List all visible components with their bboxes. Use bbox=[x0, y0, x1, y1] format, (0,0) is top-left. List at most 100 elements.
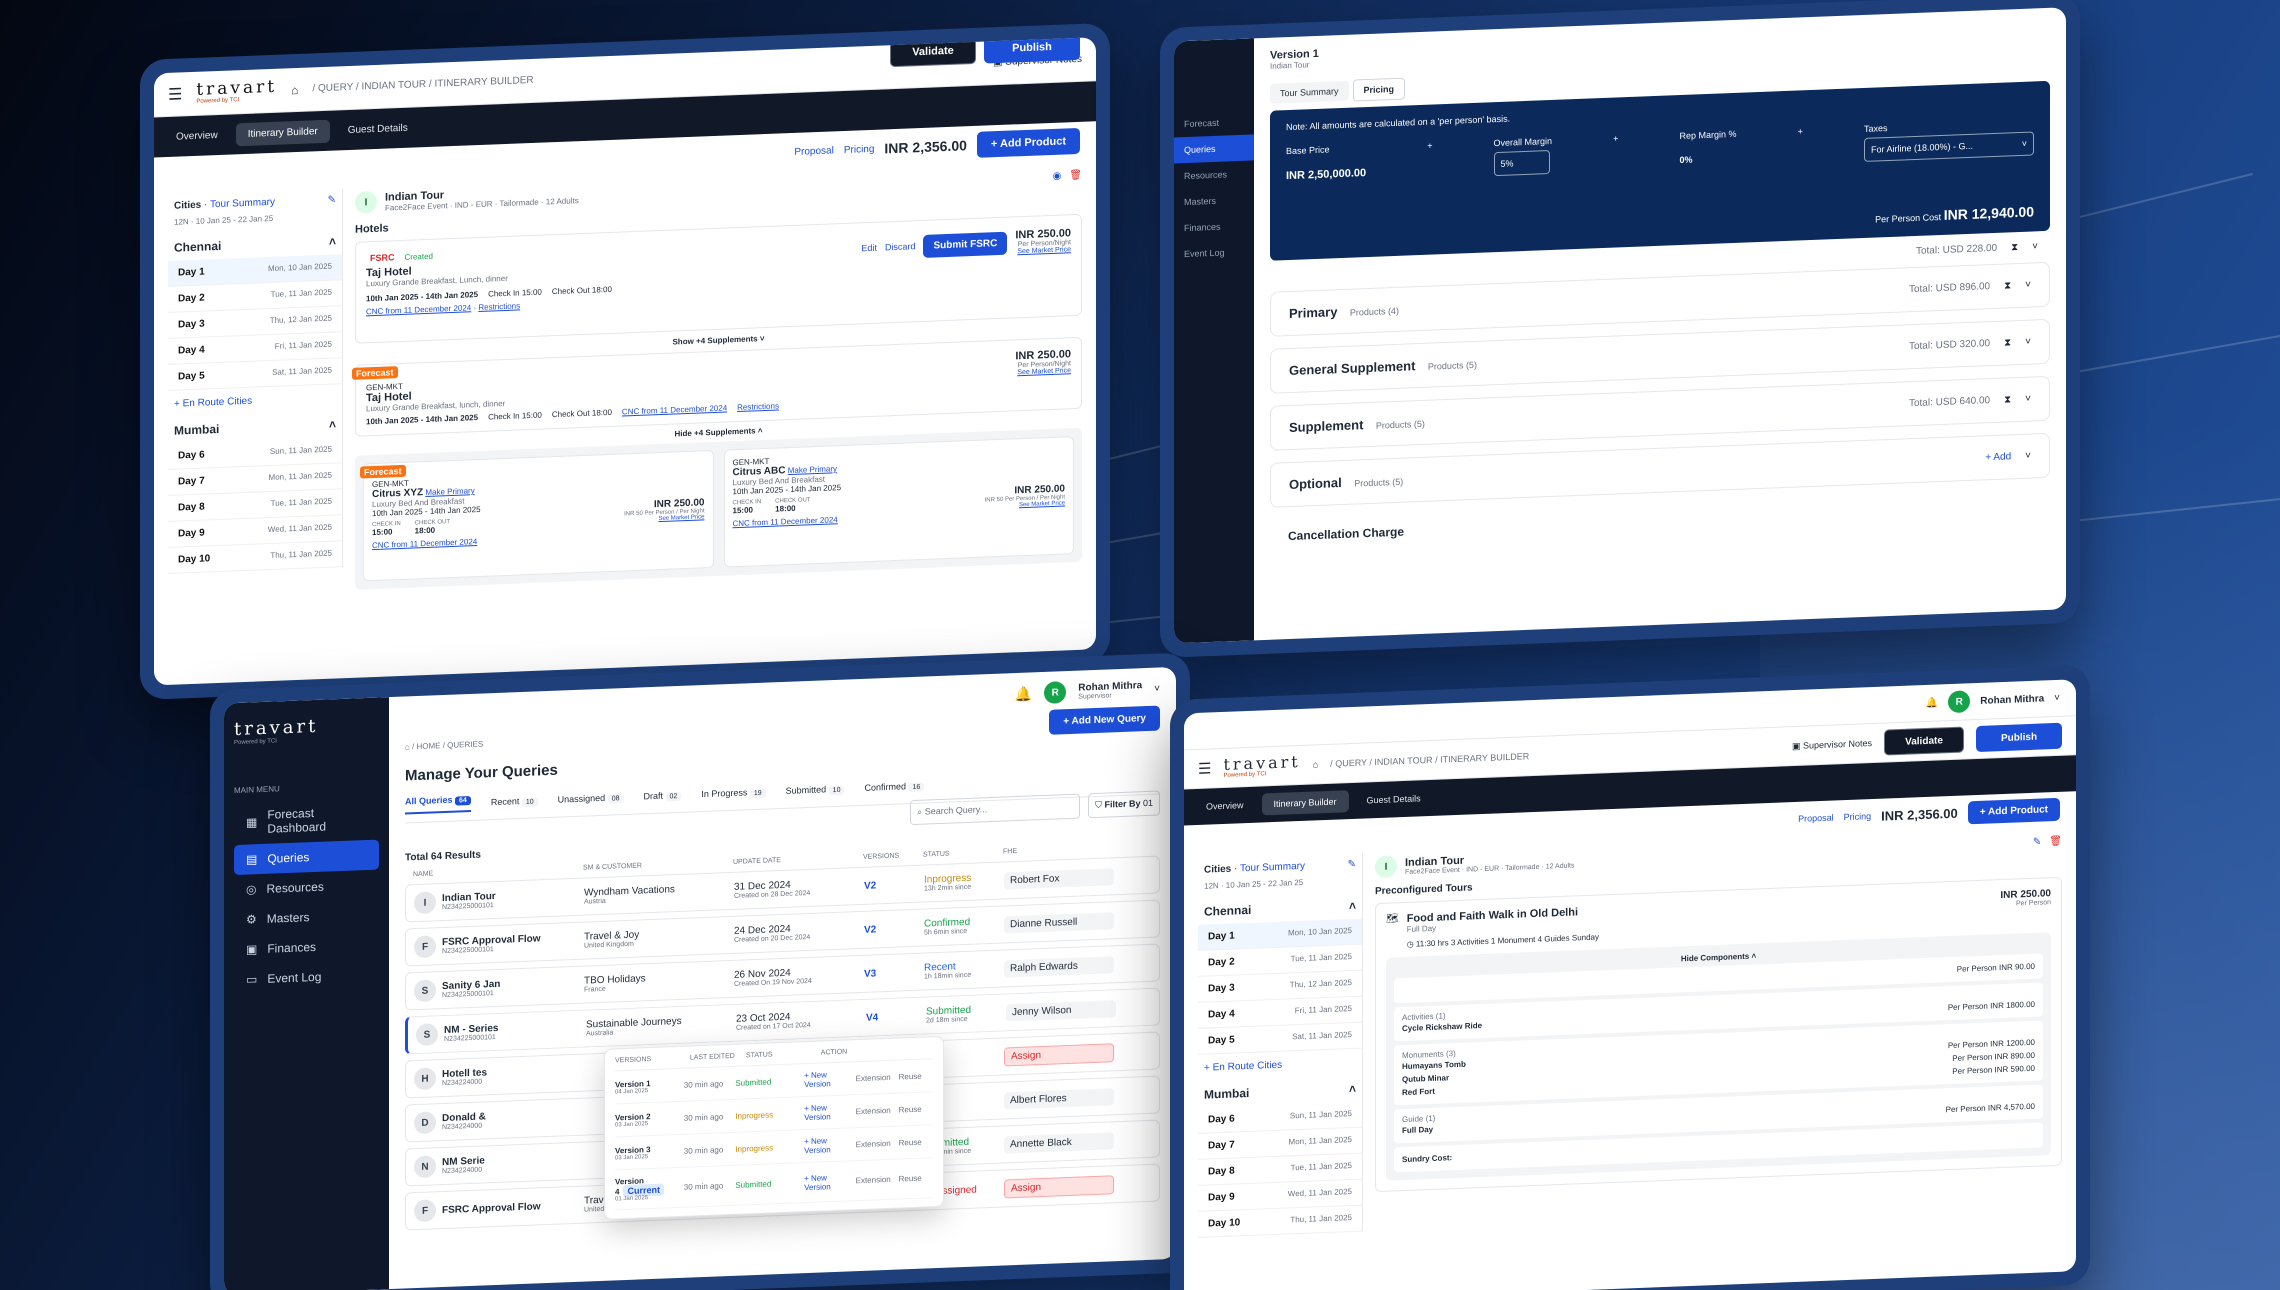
tab-draft[interactable]: Draft 02 bbox=[644, 790, 682, 802]
new-version-button[interactable]: + New Version bbox=[804, 1172, 831, 1192]
reuse-button[interactable]: Reuse bbox=[898, 1071, 922, 1082]
sidebar-item[interactable]: Masters bbox=[1184, 195, 1217, 208]
tab-tour-summary[interactable]: Tour Summary bbox=[1270, 80, 1349, 104]
tab-guest-details[interactable]: Guest Details bbox=[1366, 793, 1421, 806]
city-mumbai[interactable]: Mumbai bbox=[1204, 1085, 1250, 1102]
column-header[interactable]: STATUS bbox=[923, 850, 950, 859]
extension-button[interactable]: Extension bbox=[855, 1072, 891, 1083]
edit-icon[interactable]: ✎ bbox=[2032, 836, 2042, 848]
hourglass-icon[interactable]: ⧗ bbox=[2011, 242, 2019, 254]
new-version-button[interactable]: + New Version bbox=[804, 1103, 831, 1123]
hourglass-icon[interactable]: ⧗ bbox=[2004, 280, 2012, 292]
sidebar-item[interactable]: Forecast bbox=[1184, 117, 1220, 130]
new-version-button[interactable]: + New Version bbox=[804, 1136, 831, 1156]
chevron-up-icon[interactable]: ˄ bbox=[1348, 898, 1356, 914]
chevron-up-icon[interactable]: ˄ bbox=[328, 234, 336, 249]
cnc-link[interactable]: CNC from 11 December 2024 bbox=[621, 403, 728, 417]
column-header[interactable]: NAME bbox=[413, 870, 434, 879]
chevron-up-icon[interactable]: ˄ bbox=[328, 417, 336, 432]
delete-icon[interactable]: 🗑 bbox=[2049, 835, 2062, 847]
validate-button[interactable]: Validate bbox=[890, 37, 976, 68]
discard-link[interactable]: Discard bbox=[884, 241, 916, 253]
proposal-link[interactable]: Proposal bbox=[1798, 812, 1834, 824]
fhe-assignee[interactable]: Dianne Russell bbox=[1004, 911, 1114, 933]
proposal-link[interactable]: Proposal bbox=[794, 144, 834, 158]
tab-pricing[interactable]: Pricing bbox=[1352, 77, 1406, 102]
fhe-assignee[interactable]: Jenny Wilson bbox=[1006, 999, 1116, 1021]
chevron-down-icon[interactable]: ˅ bbox=[2032, 241, 2038, 253]
column-header[interactable]: SM & CUSTOMER bbox=[583, 862, 642, 872]
make-primary-link[interactable]: Make Primary bbox=[787, 464, 838, 476]
reuse-button[interactable]: Reuse bbox=[898, 1137, 922, 1148]
menu-icon[interactable]: ☰ bbox=[168, 85, 183, 104]
chevron-up-icon[interactable]: ˄ bbox=[1348, 1081, 1356, 1097]
menu-item-event-log[interactable]: ▭ Event Log bbox=[234, 960, 379, 996]
section-total[interactable]: + Add bbox=[1985, 451, 2012, 464]
tab-itinerary-builder[interactable]: Itinerary Builder bbox=[1261, 790, 1349, 816]
sidebar-item[interactable]: Finances bbox=[1184, 221, 1221, 234]
bell-icon[interactable]: 🔔 bbox=[1014, 684, 1033, 702]
tab-guest-details[interactable]: Guest Details bbox=[347, 122, 408, 136]
extension-button[interactable]: Extension bbox=[855, 1138, 891, 1149]
chevron-down-icon[interactable]: ˅ bbox=[2025, 450, 2031, 462]
hourglass-icon[interactable]: ⧗ bbox=[2004, 337, 2012, 349]
chevron-down-icon[interactable]: ˅ bbox=[2025, 279, 2031, 291]
reuse-button[interactable]: Reuse bbox=[898, 1173, 922, 1184]
tab-submitted[interactable]: Submitted 10 bbox=[786, 784, 845, 796]
publish-button[interactable]: Publish bbox=[984, 37, 1080, 64]
tab-confirmed[interactable]: Confirmed 16 bbox=[864, 781, 925, 793]
edit-icon[interactable]: ✎ bbox=[1347, 858, 1356, 871]
tour-summary-link[interactable]: Tour Summary bbox=[1239, 860, 1305, 875]
city-mumbai[interactable]: Mumbai bbox=[174, 421, 220, 438]
fhe-assignee[interactable]: Assign bbox=[1004, 1174, 1114, 1198]
tab-overview[interactable]: Overview bbox=[1206, 800, 1244, 812]
version-select[interactable]: V2 bbox=[864, 923, 877, 936]
column-header[interactable]: UPDATE DATE bbox=[733, 857, 781, 866]
day-item[interactable]: Day 10 Thu, 11 Jan 2025 bbox=[1198, 1205, 1362, 1238]
sidebar-item[interactable]: Queries bbox=[1174, 134, 1254, 164]
reuse-button[interactable]: Reuse bbox=[898, 1104, 922, 1115]
fhe-assignee[interactable]: Albert Flores bbox=[1004, 1087, 1114, 1109]
new-version-button[interactable]: + New Version bbox=[804, 1070, 831, 1090]
delete-icon[interactable]: 🗑 bbox=[1069, 169, 1082, 181]
pricing-link[interactable]: Pricing bbox=[1843, 811, 1872, 823]
chevron-down-icon[interactable]: ˅ bbox=[2054, 692, 2060, 704]
chevron-down-icon[interactable]: ˅ bbox=[2025, 393, 2031, 405]
avatar[interactable]: R bbox=[1044, 681, 1067, 704]
menu-icon[interactable]: ☰ bbox=[1198, 760, 1212, 778]
make-primary-link[interactable]: Make Primary bbox=[425, 486, 475, 498]
version-select[interactable]: V3 bbox=[864, 967, 877, 980]
add-new-query-button[interactable]: + Add New Query bbox=[1049, 705, 1160, 735]
tab-recent[interactable]: Recent 10 bbox=[491, 795, 538, 807]
eye-icon[interactable]: ◉ bbox=[1052, 170, 1062, 182]
supervisor-notes-button[interactable]: ▣ Supervisor Notes bbox=[1791, 737, 1872, 751]
overall-margin-input[interactable]: 5% bbox=[1493, 150, 1550, 177]
edit-icon[interactable]: ✎ bbox=[327, 194, 336, 206]
column-header[interactable]: VERSIONS bbox=[863, 852, 900, 861]
avatar[interactable]: R bbox=[1948, 690, 1971, 714]
edit-link[interactable]: Edit bbox=[861, 242, 877, 254]
filter-button[interactable]: ⛉ Filter By 01 bbox=[1088, 790, 1160, 819]
version-select[interactable]: V2 bbox=[864, 879, 877, 892]
home-icon[interactable]: ⌂ bbox=[1312, 759, 1319, 770]
chevron-down-icon[interactable]: ˅ bbox=[2025, 336, 2031, 348]
taxes-select[interactable]: For Airline (18.00%) - G... ˅ bbox=[1863, 131, 2034, 162]
cnc-link[interactable]: CNC from 11 December 2024 bbox=[366, 303, 472, 317]
add-product-button[interactable]: + Add Product bbox=[976, 127, 1080, 158]
bell-icon[interactable]: 🔔 bbox=[1925, 696, 1939, 709]
add-product-button[interactable]: + Add Product bbox=[1967, 797, 2060, 824]
pricing-link[interactable]: Pricing bbox=[843, 143, 875, 156]
tab-itinerary-builder[interactable]: Itinerary Builder bbox=[235, 119, 330, 146]
tab-all-queries[interactable]: All Queries 64 bbox=[405, 793, 471, 815]
tab-unassigned[interactable]: Unassigned 08 bbox=[558, 792, 624, 805]
fhe-assignee[interactable]: Assign bbox=[1004, 1042, 1114, 1066]
sidebar-item[interactable]: Event Log bbox=[1184, 247, 1225, 260]
sidebar-item[interactable]: Resources bbox=[1184, 169, 1228, 182]
home-icon[interactable]: ⌂ bbox=[291, 82, 299, 97]
column-header[interactable]: FHE bbox=[1003, 847, 1017, 856]
tab-in-progress[interactable]: In Progress 19 bbox=[701, 787, 766, 799]
fhe-assignee[interactable]: Annette Black bbox=[1004, 1131, 1114, 1153]
fhe-assignee[interactable]: Robert Fox bbox=[1004, 867, 1114, 889]
city-chennai[interactable]: Chennai bbox=[174, 238, 222, 255]
submit-fsrc-button[interactable]: Submit FSRC bbox=[923, 231, 1008, 258]
